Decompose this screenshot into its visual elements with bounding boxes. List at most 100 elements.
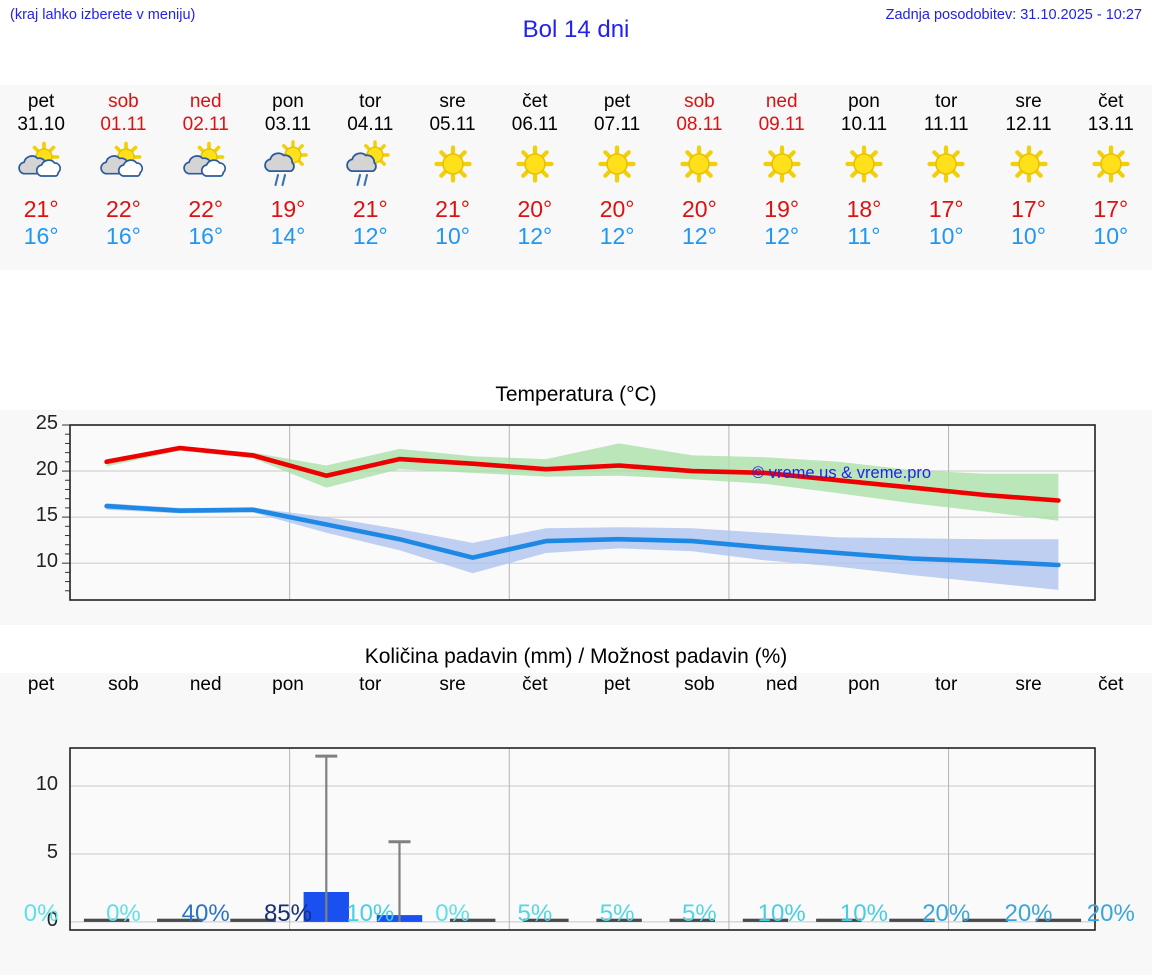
day-date: 12.11 [1005, 114, 1052, 135]
day-date: 13.11 [1087, 114, 1134, 135]
precipitation-probability-label: 10% [346, 900, 395, 927]
precipitation-day-label: pon [272, 674, 304, 695]
day-date: 01.11 [100, 114, 147, 135]
day-high-temp: 18° [846, 196, 882, 222]
day-date: 06.11 [511, 114, 558, 135]
day-date: 10.11 [840, 114, 888, 135]
day-column: pon 10.11 18° 11° [823, 85, 905, 270]
precipitation-y-tick: 5 [46, 840, 58, 863]
copyright-credit: © vreme.us & vreme.pro [752, 464, 932, 482]
day-column: čet 06.11 20° 12° [494, 85, 576, 270]
day-high-temp: 17° [1011, 196, 1046, 222]
precipitation-probability-label: 20% [1086, 900, 1135, 927]
precipitation-day-label: sre [439, 674, 466, 695]
day-date: 08.11 [676, 114, 723, 135]
daily-forecast-strip: pet 31.10 21° 16° sob 01.11 22° 16° ned 02.11 2… [0, 85, 1152, 270]
precipitation-probability-label: 40% [181, 900, 230, 927]
day-low-temp: 16° [106, 223, 141, 249]
day-column: sob 01.11 22° 16° [82, 85, 164, 270]
day-column: pon 03.11 19° 14° [247, 85, 329, 270]
day-date: 09.11 [758, 114, 805, 135]
day-date: 02.11 [182, 114, 229, 135]
precipitation-probability-row: 0% 0% 40% 85% 10% 0% 5% 5% 5% 10% 10% 20% 20% 20% [0, 900, 1152, 938]
precipitation-plot [69, 747, 1096, 931]
sun-icon [1001, 138, 1057, 190]
day-column: pet 07.11 20° 12° [576, 85, 658, 270]
day-low-temp: 12° [352, 223, 388, 249]
day-low-temp: 16° [188, 223, 224, 249]
sun-icon [836, 138, 892, 190]
precipitation-probability-label: 85% [263, 900, 312, 927]
sun-behind-cloud-icon [95, 138, 151, 190]
day-name: tor [935, 91, 958, 112]
day-date: 03.11 [264, 114, 312, 135]
day-low-temp: 10° [435, 223, 470, 249]
day-low-temp: 16° [23, 223, 59, 249]
day-low-temp: 11° [847, 223, 881, 249]
precipitation-probability-label: 0% [106, 900, 141, 927]
sun-icon [589, 138, 645, 190]
sun-behind-rain-cloud-icon [342, 138, 398, 190]
temperature-y-tick: 15 [35, 504, 58, 527]
day-column: pet 31.10 21° 16° [0, 85, 82, 270]
precipitation-day-label: čet [522, 674, 548, 695]
precipitation-day-label: pon [848, 674, 880, 695]
precipitation-day-label: tor [359, 674, 382, 695]
day-date: 04.11 [347, 114, 394, 135]
day-low-temp: 12° [764, 223, 800, 249]
menu-hint-text: (kraj lahko izberete v meniju) [10, 7, 196, 23]
precipitation-probability-label: 0% [23, 900, 59, 927]
day-low-temp: 12° [517, 223, 553, 249]
page-title: Bol 14 dni [522, 16, 630, 43]
sun-icon [918, 138, 974, 190]
last-updated-text: Zadnja posodobitev: 31.10.2025 - 10:27 [885, 7, 1142, 23]
precipitation-probability-label: 5% [599, 900, 635, 927]
sun-icon [507, 138, 563, 190]
temperature-y-tick: 10 [35, 550, 58, 573]
day-high-temp: 22° [188, 196, 224, 222]
day-low-temp: 10° [928, 223, 964, 249]
sun-icon [425, 138, 481, 190]
day-column: čet 13.11 17° 10° [1070, 85, 1152, 270]
precipitation-probability-label: 20% [1004, 900, 1053, 927]
day-date: 31.10 [17, 114, 65, 135]
day-date: 11.11 [923, 114, 969, 135]
day-name: sob [108, 91, 139, 112]
day-name: čet [522, 91, 548, 112]
precipitation-chart-section: Količina padavin (mm) / Možnost padavin … [0, 645, 1152, 975]
temperature-plot [62, 424, 1096, 601]
temperature-y-tick: 20 [35, 458, 58, 481]
precipitation-probability-label: 5% [517, 900, 553, 927]
day-low-temp: 10° [1011, 223, 1046, 249]
day-high-temp: 17° [928, 196, 964, 222]
precipitation-y-tick: 0 [46, 908, 58, 931]
precipitation-day-label: pet [27, 674, 55, 695]
precipitation-day-label: sob [108, 674, 139, 695]
precipitation-probability-label: 5% [682, 900, 717, 927]
precipitation-day-label: ned [765, 674, 798, 695]
precipitation-probability-label: 10% [839, 900, 888, 927]
precipitation-day-label: čet [1098, 674, 1124, 695]
day-high-temp: 20° [599, 196, 635, 222]
day-high-temp: 17° [1093, 196, 1129, 222]
day-name: sre [1015, 91, 1042, 112]
day-name: sob [684, 91, 715, 112]
sun-icon [1083, 138, 1139, 190]
day-low-temp: 12° [682, 223, 717, 249]
day-name: ned [189, 91, 222, 112]
precipitation-probability-label: 20% [922, 900, 971, 927]
sun-behind-cloud-icon [178, 138, 234, 190]
day-column: ned 09.11 19° 12° [741, 85, 823, 270]
temperature-chart-section: Temperatura (°C) © vreme.us & vreme.pro … [0, 383, 1152, 625]
day-column: tor 04.11 21° 12° [329, 85, 411, 270]
day-name: ned [765, 91, 798, 112]
day-name: pet [27, 91, 55, 112]
sun-icon [671, 138, 727, 190]
day-high-temp: 21° [352, 196, 388, 222]
day-name: čet [1098, 91, 1124, 112]
day-high-temp: 20° [682, 196, 717, 222]
sun-behind-cloud-icon [13, 138, 69, 190]
precipitation-day-label: ned [189, 674, 222, 695]
precipitation-chart-title: Količina padavin (mm) / Možnost padavin … [364, 645, 788, 668]
day-high-temp: 20° [517, 196, 553, 222]
